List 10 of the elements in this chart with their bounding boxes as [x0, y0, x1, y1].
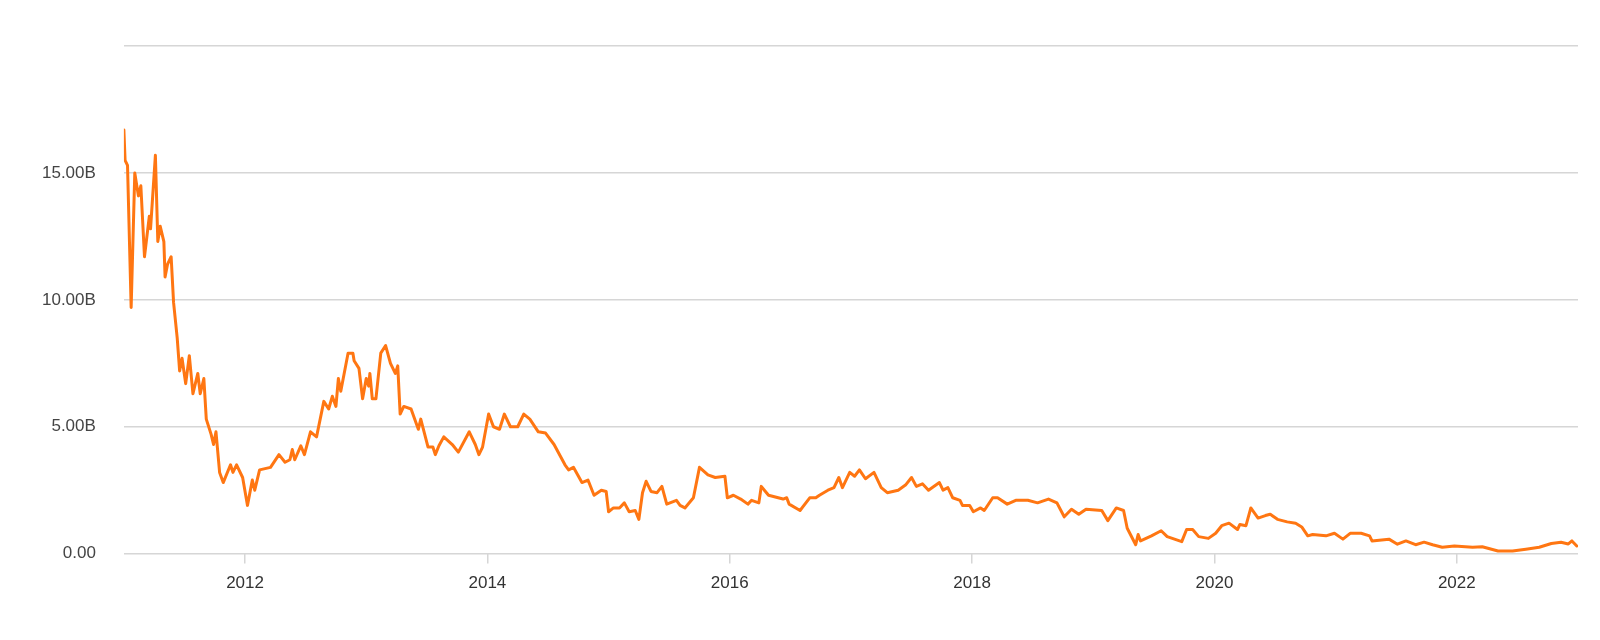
- y-tick-label: 10.00B: [41, 289, 96, 309]
- x-tick-label: 2016: [710, 573, 749, 593]
- y-tick-label: 15.00B: [41, 162, 96, 182]
- x-tick-label: 2020: [1195, 573, 1234, 593]
- y-tick-label: 5.00B: [51, 416, 96, 436]
- x-tick-label: 2014: [468, 573, 507, 593]
- y-tick-label: 0.00: [62, 543, 96, 563]
- x-tick-label: 2022: [1437, 573, 1476, 593]
- x-tick-label: 2012: [226, 573, 264, 593]
- x-tick-label: 2018: [953, 573, 992, 593]
